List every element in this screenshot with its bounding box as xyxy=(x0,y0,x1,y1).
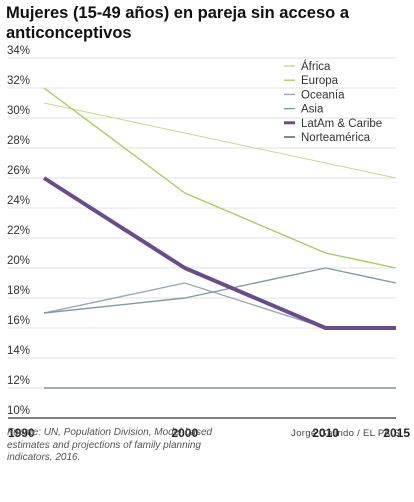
series-line-frica xyxy=(43,102,397,179)
legend: África Europa Oceanía Asia LatAm & Caribe Nor… xyxy=(284,60,382,144)
x-tick-label: 2000 xyxy=(171,426,198,440)
series-line-asia xyxy=(43,267,397,314)
legend-label: Oceanía xyxy=(301,89,345,101)
y-tick-label: 16% xyxy=(7,315,30,327)
gridlines xyxy=(8,57,396,419)
legend-label: África xyxy=(301,60,331,73)
series-line-latam-caribe xyxy=(42,176,396,330)
source-note: Fuente: UN, Population Division, Model-b… xyxy=(7,427,213,463)
legend-label: Norteamérica xyxy=(301,132,371,144)
legend-label: LatAm & Caribe xyxy=(301,118,382,130)
y-tick-label: 34% xyxy=(7,45,30,57)
legend-label: Asia xyxy=(301,104,324,116)
x-tick-label: 1990 xyxy=(8,426,35,440)
series-lines xyxy=(42,87,397,389)
x-tick-label: 2015 xyxy=(383,426,410,440)
y-tick-label: 20% xyxy=(7,255,30,267)
y-tick-label: 10% xyxy=(7,405,30,417)
y-tick-label: 32% xyxy=(7,75,30,87)
x-axis-tick-labels: 1990 2000 2010 2015 xyxy=(8,426,410,440)
y-tick-label: 14% xyxy=(7,345,30,357)
y-tick-label: 26% xyxy=(7,165,30,177)
series-line-ocean-a xyxy=(43,282,396,329)
series-line-europa xyxy=(43,87,397,269)
y-tick-label: 28% xyxy=(7,135,30,147)
legend-label: Europa xyxy=(301,75,339,87)
chart-title: Mujeres (15-49 años) en pareja sin acces… xyxy=(6,4,349,42)
x-tick-label: 2010 xyxy=(312,426,339,440)
credit-line: Jorge Galindo / EL PAIS xyxy=(291,428,400,439)
y-tick-label: 30% xyxy=(7,105,30,117)
y-tick-label: 22% xyxy=(7,225,30,237)
y-axis-tick-labels: 10% 12% 14% 16% 18% 20% 22% 24% 26% 28% 30% 32% 34% xyxy=(7,45,30,417)
y-tick-label: 12% xyxy=(7,375,30,387)
y-tick-label: 24% xyxy=(7,195,30,207)
y-tick-label: 18% xyxy=(7,285,30,297)
